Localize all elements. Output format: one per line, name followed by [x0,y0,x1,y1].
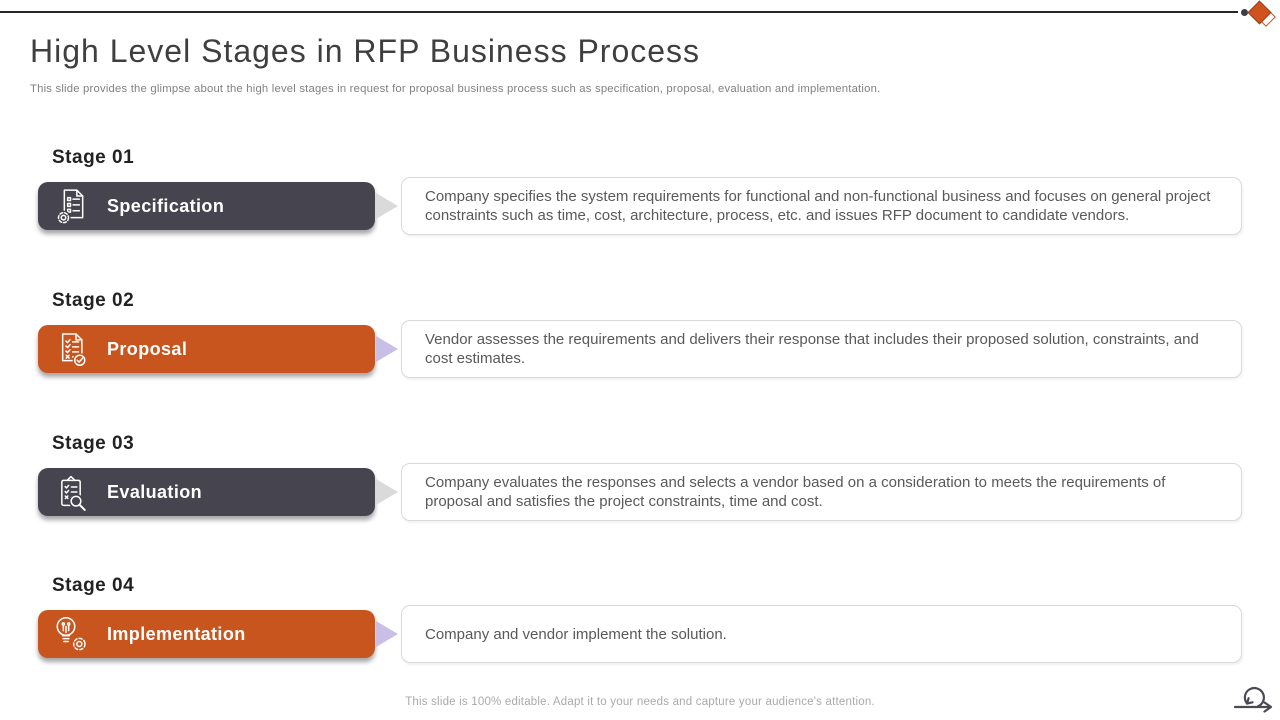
iteration-loop-icon [1233,680,1275,714]
stage-label: Stage 02 [52,290,135,311]
stage-row: Specification Company specifies the syst… [38,177,1248,235]
stage-row: Proposal Vendor assesses the requirement… [38,320,1248,378]
stage-section-evaluation: Stage 03 Evaluation [38,432,1248,521]
stage-bar-proposal: Proposal [38,325,375,373]
stage-bar-specification: Specification [38,182,375,230]
stage-label: Stage 04 [52,575,135,596]
stage-description-box: Company specifies the system requirement… [401,177,1242,235]
stage-label: Stage 01 [52,147,135,168]
stage-name: Proposal [107,338,188,359]
top-rule-dot [1241,9,1248,16]
stage-name: Implementation [107,623,246,644]
stage-description: Company specifies the system requirement… [425,188,1211,224]
stage-description: Vendor assesses the requirements and del… [425,331,1199,367]
stage-bar-implementation: Implementation [38,610,375,658]
stage-section-proposal: Stage 02 Proposal [38,289,1248,378]
page-title: High Level Stages in RFP Business Proces… [30,33,701,69]
document-gear-icon [51,186,91,226]
page-subtitle: This slide provides the glimpse about th… [30,83,881,95]
stage-name: Evaluation [107,481,203,502]
stage-description-box: Vendor assesses the requirements and del… [401,320,1242,378]
stage-description: Company evaluates the responses and sele… [425,474,1166,510]
stage-row: Evaluation Company evaluates the respons… [38,463,1248,521]
arrow-right-icon [376,621,398,647]
checklist-check-icon [51,329,91,369]
arrow-right-icon [376,479,398,505]
stage-label: Stage 03 [52,433,135,454]
clipboard-magnifier-icon [51,472,91,512]
stage-name: Specification [107,195,225,216]
stage-description: Company and vendor implement the solutio… [425,625,727,643]
top-rule [0,11,1238,13]
stage-description-box: Company evaluates the responses and sele… [401,463,1242,521]
stage-description-box: Company and vendor implement the solutio… [401,605,1242,663]
stage-bar-evaluation: Evaluation [38,468,375,516]
arrow-right-icon [376,193,398,219]
stage-row: Implementation Company and vendor implem… [38,605,1248,663]
stage-section-specification: Stage 01 Specification [38,146,1248,235]
arrow-right-icon [376,336,398,362]
stage-section-implementation: Stage 04 Implementation [38,574,1248,663]
footer-note: This slide is 100% editable. Adapt it to… [405,696,875,708]
bulb-gear-icon [51,614,91,654]
